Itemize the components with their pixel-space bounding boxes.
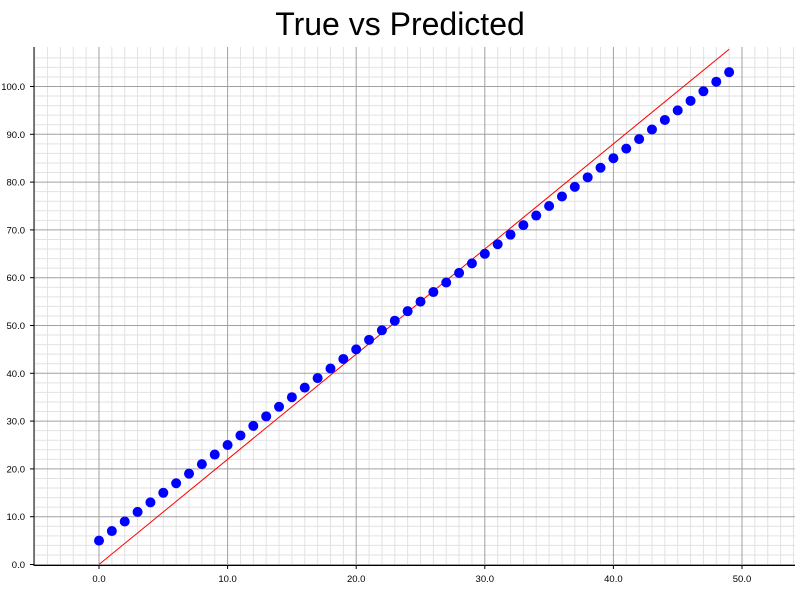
data-point xyxy=(672,105,683,116)
data-point xyxy=(286,392,297,403)
data-point xyxy=(106,526,117,537)
x-tick-label: 10.0 xyxy=(218,574,237,585)
data-point xyxy=(145,497,156,508)
data-point xyxy=(698,86,709,97)
data-point xyxy=(518,220,529,231)
y-tick-label: 30.0 xyxy=(7,417,26,428)
y-tick-label: 90.0 xyxy=(7,130,26,141)
data-point xyxy=(466,258,477,269)
data-point xyxy=(569,181,580,192)
data-point xyxy=(222,440,233,450)
data-point xyxy=(402,306,413,317)
chart-title: True vs Predicted xyxy=(275,6,525,42)
data-point xyxy=(94,535,104,546)
x-tick-label: 50.0 xyxy=(733,574,752,585)
y-tick-label: 80.0 xyxy=(7,178,26,189)
x-tick-label: 20.0 xyxy=(347,574,366,585)
data-point xyxy=(428,287,439,298)
data-point xyxy=(338,353,349,364)
data-point xyxy=(556,191,567,202)
data-point xyxy=(492,239,503,250)
data-point xyxy=(235,430,246,441)
y-tick-label: 10.0 xyxy=(7,512,26,523)
data-point xyxy=(595,162,606,173)
data-point xyxy=(132,506,143,517)
data-point xyxy=(184,468,195,479)
data-point xyxy=(415,296,426,307)
data-point xyxy=(646,124,657,135)
data-point xyxy=(376,325,387,336)
data-point xyxy=(454,267,465,278)
data-point xyxy=(119,516,130,527)
data-point xyxy=(325,363,336,374)
data-point xyxy=(248,420,259,431)
y-tick-label: 100.0 xyxy=(1,82,25,93)
x-tick-label: 0.0 xyxy=(92,574,105,585)
y-tick-label: 20.0 xyxy=(7,464,26,475)
series-layer xyxy=(94,48,735,565)
data-point xyxy=(441,277,452,288)
data-point xyxy=(724,67,735,78)
data-point xyxy=(659,114,670,125)
data-point xyxy=(274,401,285,412)
data-point xyxy=(364,334,375,345)
data-point xyxy=(505,229,516,240)
data-point xyxy=(685,95,696,106)
x-tick-label: 40.0 xyxy=(604,574,623,585)
data-point xyxy=(351,344,362,355)
data-point xyxy=(544,201,555,211)
data-point xyxy=(209,449,220,460)
data-point xyxy=(196,459,207,470)
data-point xyxy=(479,248,490,259)
data-point xyxy=(634,134,645,145)
y-tick-label: 70.0 xyxy=(7,225,26,236)
reference-line xyxy=(98,48,730,565)
data-point xyxy=(582,172,593,183)
data-point xyxy=(171,478,182,489)
major-grid xyxy=(34,47,795,565)
data-point xyxy=(312,373,323,384)
y-tick-label: 50.0 xyxy=(7,321,26,332)
data-point xyxy=(711,76,722,87)
data-point xyxy=(531,210,542,221)
data-point xyxy=(158,487,169,498)
data-point xyxy=(621,143,632,154)
x-tick-label: 30.0 xyxy=(476,574,495,585)
ticks-layer: 0.0 10.0 20.0 30.0 40.0 50.0 0.0 10.0 20.0 30.0 40… xyxy=(1,82,751,585)
data-point xyxy=(389,315,400,326)
data-point xyxy=(299,382,310,393)
data-point xyxy=(261,411,272,422)
y-tick-label: 60.0 xyxy=(7,273,26,284)
data-point xyxy=(608,153,619,164)
axes-layer xyxy=(33,47,795,566)
y-tick-label: 40.0 xyxy=(7,369,26,380)
y-tick-label: 0.0 xyxy=(12,560,25,571)
minor-grid xyxy=(34,47,795,565)
